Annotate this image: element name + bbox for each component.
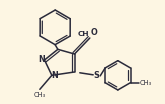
Text: O: O [90, 28, 97, 37]
Text: N: N [51, 71, 58, 80]
Text: CH₃: CH₃ [140, 80, 152, 86]
Text: N: N [38, 55, 45, 64]
Text: CH: CH [78, 31, 89, 37]
Text: CH₃: CH₃ [33, 92, 45, 98]
Text: S: S [94, 71, 99, 80]
